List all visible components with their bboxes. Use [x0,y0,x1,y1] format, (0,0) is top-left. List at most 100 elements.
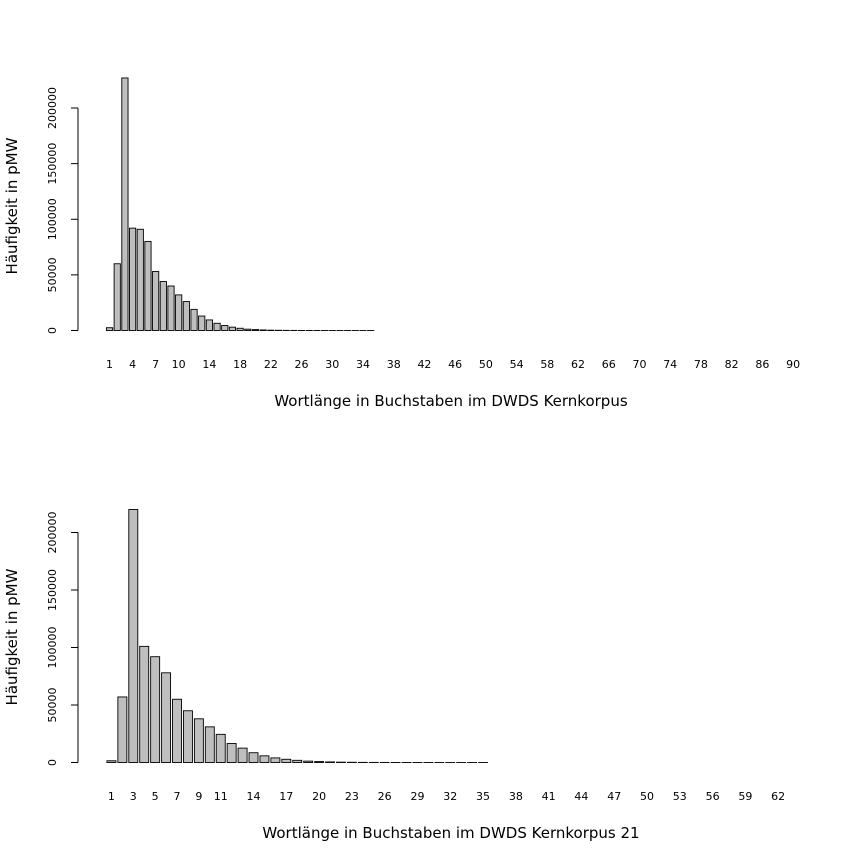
bar-11 [215,733,226,763]
x-tick-label-23: 23 [345,790,359,803]
y-tick-label: 100000 [46,198,59,240]
x-tick-label-50: 50 [640,790,654,803]
bar-5 [136,228,144,331]
bar-14 [205,319,213,331]
x-tick-label-66: 66 [602,358,616,371]
bar-6 [161,672,172,763]
bar-12 [190,308,198,331]
x-tick-label-20: 20 [312,790,326,803]
x-tick-label-58: 58 [540,358,554,371]
bar-1 [106,760,117,763]
bar-6 [144,241,152,331]
x-tick-labels-top: 1 4 7 10 14 18 22 26 30 34 38 42 46 50 54 58 62 66 70 74 78 8… [106,358,800,371]
x-tick-label-82: 82 [725,358,739,371]
bar-10 [204,726,215,763]
bar-3 [121,77,129,331]
bar-2 [117,696,128,763]
x-tick-label-90: 90 [786,358,800,371]
bar-15 [213,322,221,331]
x-tick-label-29: 29 [410,790,424,803]
x-tick-label-34: 34 [356,358,370,371]
bar-14 [248,752,259,763]
bar-21 [259,329,267,331]
x-axis-title-bottom: Wortlänge in Buchstaben im DWDS Kernkorp… [262,824,639,842]
bar-7 [152,271,160,331]
x-tick-label-59: 59 [738,790,752,803]
bar-20 [251,329,260,331]
bar-2 [113,263,121,331]
bar-7 [172,698,182,763]
x-tick-label-5: 5 [152,790,159,803]
x-tick-label-38: 38 [387,358,401,371]
bar-9 [193,718,204,763]
x-tick-label-26: 26 [378,790,392,803]
x-tick-label-42: 42 [417,358,431,371]
bar-19 [303,760,314,763]
bar-12 [226,743,237,763]
x-tick-label-14: 14 [247,790,261,803]
y-tick-label: 50000 [46,257,59,292]
x-tick-label-46: 46 [448,358,462,371]
x-tick-label-50: 50 [479,358,493,371]
x-tick-label-1: 1 [106,358,113,371]
x-tick-label-32: 32 [443,790,457,803]
y-tick-label: 200000 [46,512,59,554]
x-tick-label-3: 3 [130,790,137,803]
bar-18 [236,327,244,331]
bar-9 [167,285,175,331]
x-tick-label-38: 38 [509,790,523,803]
bar-13 [237,747,248,763]
x-tick-label-53: 53 [673,790,687,803]
bars-group-bottom [106,509,488,763]
bar-16 [221,325,229,331]
bar-17 [228,326,237,331]
x-tick-label-47: 47 [607,790,621,803]
bar-5 [150,656,161,763]
x-tick-label-11: 11 [214,790,228,803]
x-tick-label-70: 70 [632,358,646,371]
bar-4 [139,645,150,763]
y-axis-top: 0 50000 100000 150000 200000 [46,87,79,334]
bar-16 [270,757,281,763]
x-tick-label-62: 62 [571,358,585,371]
bar-19 [244,328,252,331]
x-tick-label-30: 30 [325,358,339,371]
x-tick-label-74: 74 [663,358,677,371]
x-tick-label-26: 26 [295,358,309,371]
y-tick-label: 0 [46,327,59,334]
y-tick-label: 150000 [46,143,59,185]
x-axis-title-top: Wortlänge in Buchstaben im DWDS Kernkorp… [274,392,627,410]
x-tick-label-56: 56 [706,790,720,803]
x-tick-label-62: 62 [771,790,785,803]
y-tick-label: 150000 [46,569,59,611]
x-tick-label-7: 7 [174,790,181,803]
x-tick-label-18: 18 [233,358,247,371]
bar-4 [129,227,137,331]
bar-18 [292,759,303,763]
bar-17 [281,758,292,763]
x-tick-label-54: 54 [510,358,524,371]
x-tick-label-9: 9 [195,790,202,803]
bars-group-top [105,77,375,331]
x-tick-label-44: 44 [574,790,588,803]
x-tick-label-7: 7 [152,358,159,371]
y-axis-bottom: 0 50000 100000 150000 200000 [46,512,79,766]
x-tick-label-22: 22 [264,358,278,371]
x-tick-label-10: 10 [172,358,186,371]
x-tick-label-1: 1 [108,790,115,803]
y-tick-label: 0 [46,759,59,766]
y-tick-label: 200000 [46,87,59,129]
bar-1 [105,327,114,331]
y-tick-label: 50000 [46,688,59,723]
bar-8 [182,710,193,763]
y-axis-title-bottom: Häufigkeit in pMW [3,568,21,705]
bar-20 [314,761,325,763]
x-tick-label-86: 86 [755,358,769,371]
x-tick-label-78: 78 [694,358,708,371]
bar-13 [198,315,206,331]
x-tick-label-35: 35 [476,790,490,803]
y-axis-title-top: Häufigkeit in pMW [3,137,21,274]
